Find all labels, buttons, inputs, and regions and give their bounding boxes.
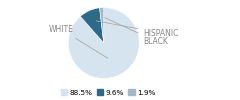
Text: BLACK: BLACK (105, 18, 168, 46)
Text: WHITE: WHITE (49, 25, 108, 58)
Wedge shape (100, 8, 104, 43)
Wedge shape (68, 8, 139, 79)
Text: HISPANIC: HISPANIC (96, 21, 179, 38)
Legend: 88.5%, 9.6%, 1.9%: 88.5%, 9.6%, 1.9% (60, 89, 156, 96)
Wedge shape (80, 8, 104, 43)
